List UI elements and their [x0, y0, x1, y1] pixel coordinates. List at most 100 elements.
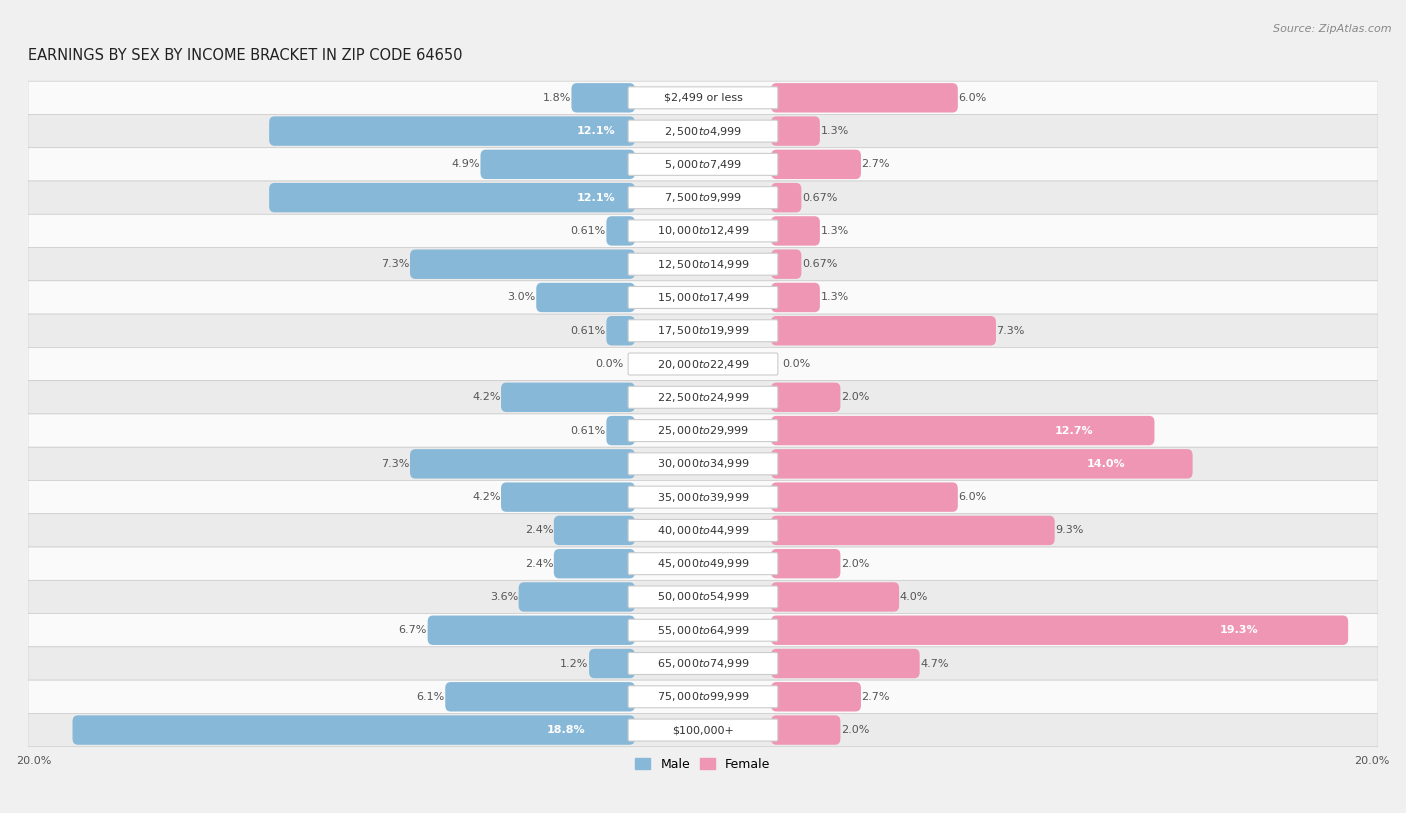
FancyBboxPatch shape: [427, 615, 636, 645]
FancyBboxPatch shape: [269, 116, 636, 146]
FancyBboxPatch shape: [628, 653, 778, 675]
FancyBboxPatch shape: [28, 81, 1378, 115]
Text: $15,000 to $17,499: $15,000 to $17,499: [657, 291, 749, 304]
FancyBboxPatch shape: [411, 250, 636, 279]
FancyBboxPatch shape: [519, 582, 636, 611]
Text: 1.2%: 1.2%: [560, 659, 589, 668]
Text: 0.61%: 0.61%: [571, 226, 606, 236]
Text: $2,500 to $4,999: $2,500 to $4,999: [664, 124, 742, 137]
Text: 12.1%: 12.1%: [576, 193, 614, 202]
Text: $20,000 to $22,499: $20,000 to $22,499: [657, 358, 749, 371]
Text: $45,000 to $49,999: $45,000 to $49,999: [657, 557, 749, 570]
FancyBboxPatch shape: [770, 582, 898, 611]
FancyBboxPatch shape: [770, 649, 920, 678]
Text: 7.3%: 7.3%: [997, 326, 1025, 336]
FancyBboxPatch shape: [770, 449, 1192, 479]
Text: 2.0%: 2.0%: [841, 393, 869, 402]
Text: $75,000 to $99,999: $75,000 to $99,999: [657, 690, 749, 703]
FancyBboxPatch shape: [628, 553, 778, 575]
FancyBboxPatch shape: [28, 714, 1378, 746]
FancyBboxPatch shape: [770, 216, 820, 246]
FancyBboxPatch shape: [628, 520, 778, 541]
Text: 4.7%: 4.7%: [920, 659, 949, 668]
FancyBboxPatch shape: [501, 482, 636, 512]
FancyBboxPatch shape: [770, 416, 1154, 446]
Text: 12.7%: 12.7%: [1054, 425, 1094, 436]
FancyBboxPatch shape: [28, 247, 1378, 280]
FancyBboxPatch shape: [606, 416, 636, 446]
FancyBboxPatch shape: [28, 280, 1378, 314]
Text: $65,000 to $74,999: $65,000 to $74,999: [657, 657, 749, 670]
Text: $10,000 to $12,499: $10,000 to $12,499: [657, 224, 749, 237]
Text: 9.3%: 9.3%: [1054, 525, 1084, 536]
Text: 1.3%: 1.3%: [820, 126, 849, 136]
Text: 19.3%: 19.3%: [1219, 625, 1258, 635]
Text: $12,500 to $14,999: $12,500 to $14,999: [657, 258, 749, 271]
FancyBboxPatch shape: [628, 154, 778, 176]
FancyBboxPatch shape: [606, 316, 636, 346]
FancyBboxPatch shape: [628, 386, 778, 408]
Text: 6.7%: 6.7%: [399, 625, 427, 635]
Text: 2.4%: 2.4%: [524, 559, 554, 568]
Text: 14.0%: 14.0%: [1087, 459, 1126, 469]
FancyBboxPatch shape: [589, 649, 636, 678]
FancyBboxPatch shape: [628, 320, 778, 341]
FancyBboxPatch shape: [770, 83, 957, 112]
FancyBboxPatch shape: [628, 286, 778, 308]
FancyBboxPatch shape: [28, 447, 1378, 480]
Text: 6.0%: 6.0%: [959, 492, 987, 502]
Text: $55,000 to $64,999: $55,000 to $64,999: [657, 624, 749, 637]
FancyBboxPatch shape: [628, 353, 778, 375]
FancyBboxPatch shape: [28, 580, 1378, 614]
FancyBboxPatch shape: [770, 549, 841, 578]
Text: 2.0%: 2.0%: [841, 559, 869, 568]
FancyBboxPatch shape: [28, 148, 1378, 181]
FancyBboxPatch shape: [554, 515, 636, 545]
Text: 6.1%: 6.1%: [416, 692, 444, 702]
Text: $100,000+: $100,000+: [672, 725, 734, 735]
FancyBboxPatch shape: [770, 116, 820, 146]
Text: $30,000 to $34,999: $30,000 to $34,999: [657, 458, 749, 471]
FancyBboxPatch shape: [446, 682, 636, 711]
Text: 7.3%: 7.3%: [381, 259, 409, 269]
FancyBboxPatch shape: [628, 120, 778, 142]
FancyBboxPatch shape: [554, 549, 636, 578]
FancyBboxPatch shape: [770, 383, 841, 412]
FancyBboxPatch shape: [628, 87, 778, 109]
Text: 18.8%: 18.8%: [547, 725, 585, 735]
Text: 12.1%: 12.1%: [576, 126, 614, 136]
FancyBboxPatch shape: [28, 414, 1378, 447]
FancyBboxPatch shape: [770, 316, 995, 346]
FancyBboxPatch shape: [628, 220, 778, 242]
FancyBboxPatch shape: [28, 680, 1378, 714]
FancyBboxPatch shape: [770, 515, 1054, 545]
FancyBboxPatch shape: [28, 647, 1378, 680]
Text: 3.6%: 3.6%: [489, 592, 517, 602]
FancyBboxPatch shape: [481, 150, 636, 179]
Text: $2,499 or less: $2,499 or less: [664, 93, 742, 102]
Text: 0.61%: 0.61%: [571, 425, 606, 436]
Text: 1.8%: 1.8%: [543, 93, 571, 102]
Text: 1.3%: 1.3%: [820, 293, 849, 302]
FancyBboxPatch shape: [28, 215, 1378, 247]
FancyBboxPatch shape: [770, 482, 957, 512]
Text: 1.3%: 1.3%: [820, 226, 849, 236]
Text: 4.2%: 4.2%: [472, 393, 501, 402]
FancyBboxPatch shape: [628, 620, 778, 641]
FancyBboxPatch shape: [28, 380, 1378, 414]
Text: 2.7%: 2.7%: [862, 692, 890, 702]
Text: Source: ZipAtlas.com: Source: ZipAtlas.com: [1274, 24, 1392, 34]
Text: $50,000 to $54,999: $50,000 to $54,999: [657, 590, 749, 603]
FancyBboxPatch shape: [28, 314, 1378, 347]
Text: $40,000 to $44,999: $40,000 to $44,999: [657, 524, 749, 537]
FancyBboxPatch shape: [28, 115, 1378, 148]
Text: $25,000 to $29,999: $25,000 to $29,999: [657, 424, 749, 437]
Text: 4.0%: 4.0%: [900, 592, 928, 602]
FancyBboxPatch shape: [628, 253, 778, 275]
FancyBboxPatch shape: [770, 615, 1348, 645]
FancyBboxPatch shape: [770, 250, 801, 279]
Text: EARNINGS BY SEX BY INCOME BRACKET IN ZIP CODE 64650: EARNINGS BY SEX BY INCOME BRACKET IN ZIP…: [28, 47, 463, 63]
Text: 2.7%: 2.7%: [862, 159, 890, 169]
FancyBboxPatch shape: [628, 420, 778, 441]
FancyBboxPatch shape: [28, 181, 1378, 215]
